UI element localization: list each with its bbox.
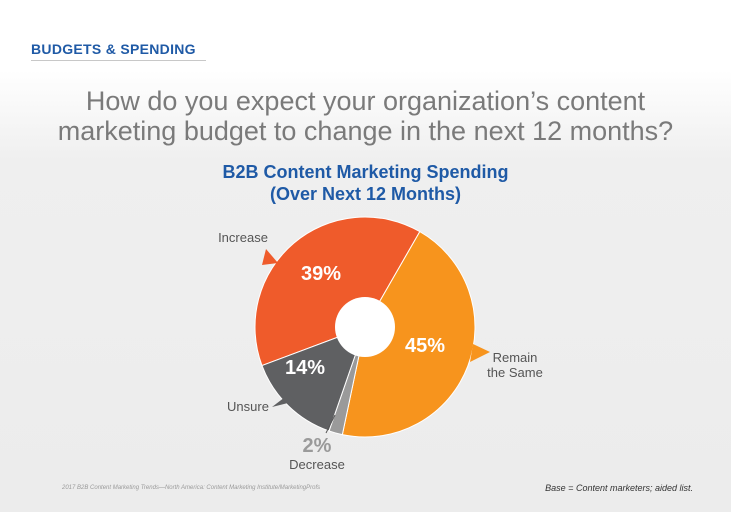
increase-callout-pointer bbox=[262, 249, 278, 265]
question-heading: How do you expect your organization’s co… bbox=[0, 86, 731, 146]
unsure-callout-pointer bbox=[272, 394, 296, 407]
question-line-1: How do you expect your organization’s co… bbox=[85, 86, 646, 116]
value-label-decrease: 2% bbox=[303, 435, 332, 457]
category-label-decrease: Decrease bbox=[289, 457, 345, 472]
chart-subtitle: (Over Next 12 Months) bbox=[269, 184, 462, 204]
donut-hole bbox=[335, 297, 395, 357]
section-title: BUDGETS & SPENDING bbox=[31, 41, 196, 57]
decrease-leader-line bbox=[325, 414, 336, 434]
base-note: Base = Content marketers; aided list. bbox=[545, 483, 693, 493]
slice-remain-the-same bbox=[341, 230, 476, 438]
chart-title: B2B Content Marketing Spending (Over Nex… bbox=[0, 161, 731, 205]
category-label-increase: Increase bbox=[218, 230, 268, 245]
value-label-remain: 45% bbox=[405, 335, 445, 357]
question-line-2: marketing budget to change in the next 1… bbox=[57, 116, 674, 146]
remain-callout-pointer bbox=[470, 344, 490, 362]
source-note: 2017 B2B Content Marketing Trends—North … bbox=[62, 485, 321, 491]
category-label-remain-line-2: the Same bbox=[487, 365, 543, 380]
slice-increase bbox=[254, 216, 421, 367]
value-label-unsure: 14% bbox=[285, 357, 325, 379]
category-label-remain-line-1: Remain bbox=[493, 350, 538, 365]
section-divider bbox=[31, 60, 206, 61]
slice-unsure bbox=[261, 326, 366, 432]
value-label-increase: 39% bbox=[301, 263, 341, 285]
chart-title-line-1: B2B Content Marketing Spending bbox=[222, 162, 509, 182]
category-label-unsure: Unsure bbox=[227, 399, 269, 414]
